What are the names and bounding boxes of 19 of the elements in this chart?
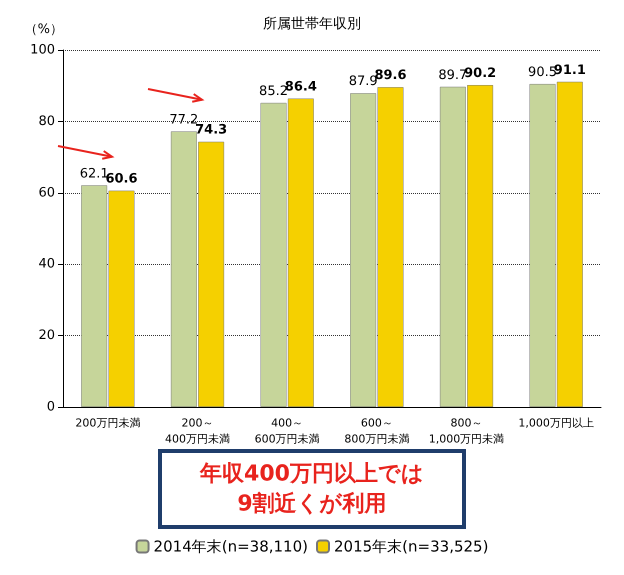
y-tick-label: 20 xyxy=(38,328,55,344)
y-tick-label: 0 xyxy=(46,400,55,414)
legend-label: 2014年末(n=38,110) xyxy=(154,538,308,556)
chart-title: 所属世帯年収別 xyxy=(263,16,361,32)
legend-label: 2015年末(n=33,525) xyxy=(334,538,488,556)
y-tick-label: 80 xyxy=(38,114,55,129)
y-tick-label: 40 xyxy=(38,256,55,272)
x-tick-label: 200万円未満 xyxy=(75,416,140,430)
x-tick-label: 400～ 600万円未満 xyxy=(254,416,320,446)
data-label: 90.2 xyxy=(464,66,496,81)
x-tick-label: 200～ 400万円未満 xyxy=(165,416,230,446)
text: 年収400万円以上では 9割近くが利用 xyxy=(199,462,424,516)
x-tick-label: 800～ 1,000万円未満 xyxy=(428,416,504,446)
y-tick-label: 100 xyxy=(30,42,55,58)
x-tick-label: 1,000万円以上 xyxy=(518,416,594,430)
x-tick-label: 600～ 800万円未満 xyxy=(344,416,410,446)
y-axis-title: （%） xyxy=(24,22,63,37)
y-tick-label: 60 xyxy=(38,185,55,200)
data-label: 74.3 xyxy=(195,122,228,138)
